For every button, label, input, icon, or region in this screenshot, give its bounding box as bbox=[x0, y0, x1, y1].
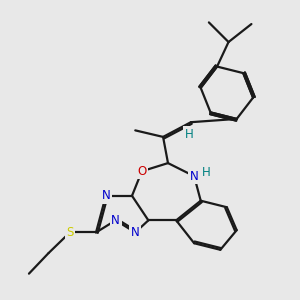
Text: O: O bbox=[137, 165, 146, 178]
Text: N: N bbox=[111, 214, 120, 227]
Text: N: N bbox=[101, 189, 110, 202]
Text: H: H bbox=[185, 128, 194, 141]
Text: S: S bbox=[66, 226, 74, 239]
Text: N: N bbox=[131, 226, 140, 239]
Text: H: H bbox=[202, 167, 211, 179]
Text: N: N bbox=[190, 170, 199, 183]
